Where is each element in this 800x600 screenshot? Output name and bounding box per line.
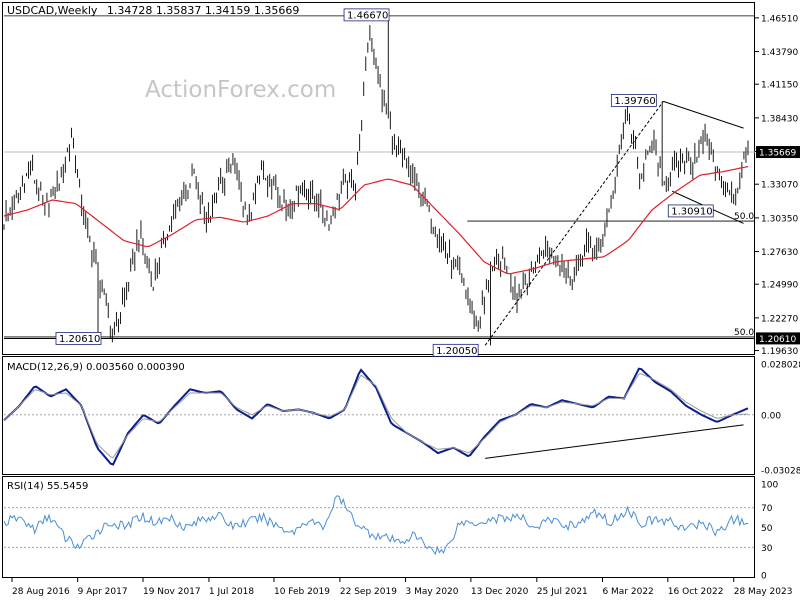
x-tick-label: 16 Oct 2022 <box>668 587 724 597</box>
macd-tick-label: 0.028028 <box>761 360 800 370</box>
price-annotation-box <box>432 343 479 357</box>
current-price-tag-bg <box>756 146 800 159</box>
main-panel-frame <box>2 2 755 355</box>
x-tick-label: 10 Feb 2019 <box>274 587 330 597</box>
rsi-line <box>3 495 749 556</box>
svg-text:USDCAD,Weekly 1.34728 1.35: USDCAD,Weekly 1.34728 1.35837 1.34159 1.… <box>7 4 299 17</box>
price-tick-label: 1.46510 <box>761 14 798 24</box>
fib-level-label: 50.0 <box>734 212 754 222</box>
x-tick-label: 19 Nov 2017 <box>143 587 201 597</box>
price-tick-label: 1.41150 <box>761 81 798 91</box>
price-tick-label: 1.38430 <box>761 114 798 124</box>
x-tick-label: 6 Mar 2022 <box>602 587 653 597</box>
x-tick-label: 28 May 2023 <box>734 587 793 597</box>
rsi-tick-label: 30 <box>761 544 773 554</box>
support-price-tag-bg <box>756 332 800 345</box>
price-annotation-box <box>667 204 714 218</box>
support-price-tag: 1.20610 <box>759 335 796 345</box>
price-bars <box>3 15 749 346</box>
price-annotation-label: 1.39760 <box>614 96 655 107</box>
price-annotation-label: 1.30910 <box>671 206 712 217</box>
x-tick-label: 3 May 2020 <box>406 587 459 597</box>
price-tick-label: 1.43790 <box>761 48 798 58</box>
price-annotation-label: 1.20050 <box>436 346 477 357</box>
x-tick-label: 28 Aug 2016 <box>12 587 70 597</box>
x-tick-label: 22 Sep 2019 <box>340 587 397 597</box>
rsi-tick-label: 70 <box>761 504 773 514</box>
price-tick-label: 1.27630 <box>761 248 798 258</box>
x-tick-label: 13 Dec 2020 <box>471 587 529 597</box>
rsi-tick-label: 50 <box>761 524 773 534</box>
macd-panel-frame <box>2 356 755 475</box>
price-annotation-label: 1.46670 <box>347 10 388 21</box>
macd-title: MACD(12,26,9) 0.003560 0.000390 <box>7 362 185 373</box>
macd-tick-label: 0.00 <box>761 411 781 421</box>
macd-trendline <box>485 424 744 459</box>
rsi-title: RSI(14) 55.5459 <box>7 481 88 492</box>
watermark: ActionForex.com <box>145 77 336 103</box>
current-price-tag: 1.35669 <box>759 149 796 159</box>
rsi-tick-label: 0 <box>761 572 767 582</box>
price-annotation-label: 1.20610 <box>59 334 100 345</box>
moving-average-line <box>3 165 749 275</box>
price-tick-label: 1.33070 <box>761 181 798 191</box>
trendline <box>663 100 744 129</box>
price-annotation-box <box>55 332 102 345</box>
price-tick-label: 1.22270 <box>761 314 798 324</box>
price-tick-label: 1.19630 <box>761 347 798 357</box>
price-tick-label: 1.24990 <box>761 281 798 291</box>
fib-level-label: 50.0 <box>734 328 754 338</box>
macd-tick-label: -0.030286 <box>761 466 800 476</box>
x-tick-label: 25 Jul 2021 <box>537 587 588 597</box>
x-tick-label: 9 Apr 2017 <box>78 587 128 597</box>
x-tick-label: 1 Jul 2018 <box>209 587 254 597</box>
signal-line <box>3 373 749 459</box>
price-tick-label: 1.30350 <box>761 214 798 224</box>
chart-title: USDCAD,Weekly <box>7 4 98 17</box>
rsi-tick-label: 100 <box>761 481 778 491</box>
ohlc-values: 1.34728 1.35837 1.34159 1.35669 <box>107 4 299 17</box>
price-annotation-box <box>343 8 390 22</box>
rsi-panel-frame <box>2 476 755 578</box>
price-annotation-box <box>610 94 657 107</box>
